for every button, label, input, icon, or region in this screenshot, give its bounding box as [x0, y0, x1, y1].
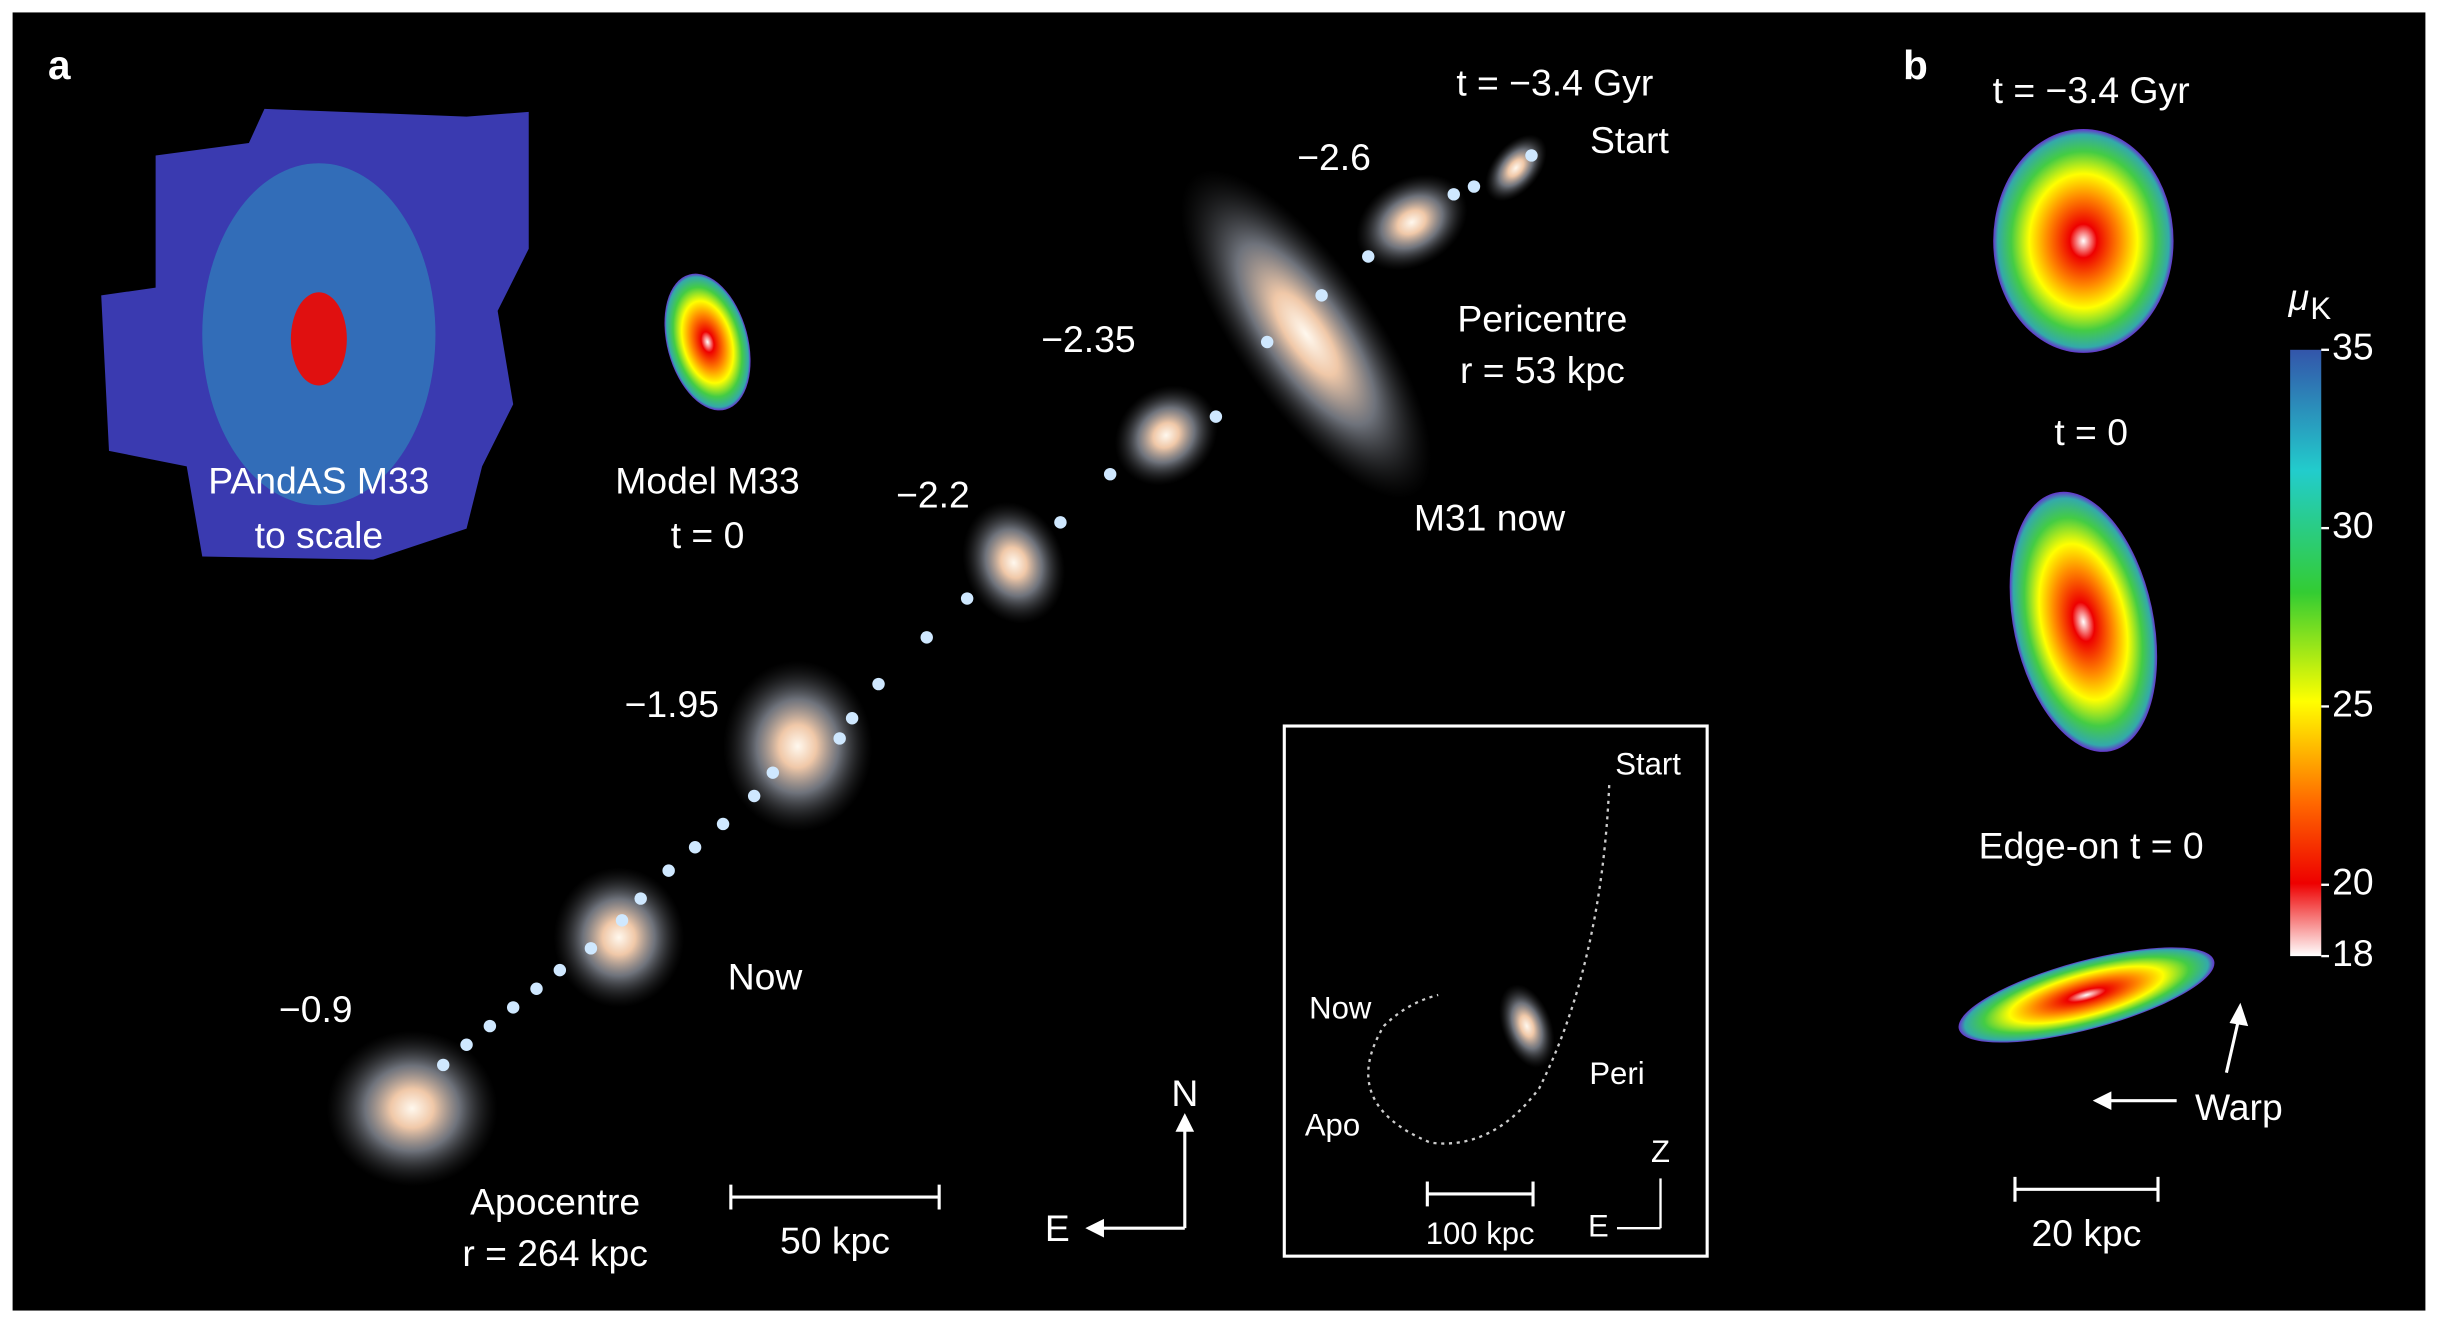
- orbit-dot: [846, 712, 858, 724]
- orbit-dot: [1448, 188, 1460, 200]
- label: 18: [2332, 932, 2374, 974]
- label: E: [1045, 1207, 1070, 1249]
- label: Apo: [1305, 1107, 1360, 1142]
- label: −0.9: [279, 988, 353, 1030]
- orbit-dot: [530, 983, 542, 995]
- orbit-dot: [1210, 410, 1222, 422]
- label: μ: [2288, 276, 2309, 318]
- label: N: [1171, 1072, 1198, 1114]
- galaxy: [723, 661, 872, 832]
- orbit-dot: [585, 942, 597, 954]
- orbit-dot: [437, 1059, 449, 1071]
- label: −1.95: [625, 683, 719, 725]
- galaxy: [554, 867, 685, 1007]
- label: 20 kpc: [2032, 1212, 2142, 1254]
- orbit-dot: [872, 678, 884, 690]
- label: Start: [1615, 747, 1681, 782]
- label: Start: [1590, 119, 1669, 161]
- page: M33 orbit figure {"panel_a": {"label": "…: [0, 0, 2438, 1323]
- orbit-dot: [616, 914, 628, 926]
- orbit-dot: [554, 964, 566, 976]
- label: t = 0: [2054, 411, 2128, 453]
- orbit-dot: [662, 864, 674, 876]
- colorbar: [2290, 350, 2321, 956]
- label: r = 53 kpc: [1460, 349, 1625, 391]
- label: −2.35: [1041, 318, 1135, 360]
- orbit-dot: [921, 631, 933, 643]
- orbit-dot: [1104, 468, 1116, 480]
- label: 20: [2332, 861, 2374, 903]
- orbit-dot: [748, 790, 760, 802]
- label: Peri: [1589, 1056, 1644, 1091]
- orbit-dot: [634, 892, 646, 904]
- orbit-dot: [507, 1001, 519, 1013]
- label: Model M33: [615, 459, 800, 501]
- orbit-dot: [1315, 289, 1327, 301]
- orbit-dot: [1525, 149, 1537, 161]
- orbit-dot: [717, 818, 729, 830]
- label: PAndAS M33: [208, 459, 429, 501]
- label: r = 264 kpc: [462, 1232, 648, 1274]
- label: −2.6: [1297, 136, 1371, 178]
- orbit-dot: [1468, 180, 1480, 192]
- label: E: [1588, 1208, 1609, 1243]
- label: t = 0: [671, 514, 745, 556]
- label: K: [2310, 291, 2331, 326]
- label: 25: [2332, 682, 2374, 724]
- label: Z: [1651, 1134, 1670, 1169]
- orbit-dot: [833, 732, 845, 744]
- pandas-core: [291, 292, 347, 385]
- label: Now: [728, 955, 804, 997]
- label: M31 now: [1414, 497, 1566, 539]
- label: a: [48, 42, 71, 88]
- orbit-dot: [767, 766, 779, 778]
- page-body: 35 30 25 20 18 μKa t = −3.4 Gyr Start −2.6 Perice…: [0, 0, 2438, 1323]
- orbit-dot: [1261, 336, 1273, 348]
- label: 30: [2332, 504, 2374, 546]
- b-start: [1993, 129, 2173, 353]
- label: 35: [2332, 326, 2374, 368]
- orbit-dot: [689, 841, 701, 853]
- orbit-dot: [1054, 516, 1066, 528]
- label: −2.2: [896, 473, 970, 515]
- figure: 35 30 25 20 18 μKa t = −3.4 Gyr Start −2.6 Perice…: [0, 0, 2438, 1323]
- orbit-dot: [484, 1020, 496, 1032]
- orbit-dot: [1362, 250, 1374, 262]
- galaxy: [327, 1031, 498, 1186]
- label: Now: [1309, 991, 1372, 1026]
- label: t = −3.4 Gyr: [1456, 61, 1653, 103]
- label: Edge-on t = 0: [1979, 825, 2204, 867]
- label: Apocentre: [470, 1181, 640, 1223]
- orbit-dot: [460, 1039, 472, 1051]
- label: Warp: [2195, 1086, 2283, 1128]
- label: t = −3.4 Gyr: [1993, 69, 2190, 111]
- orbit-dot: [961, 592, 973, 604]
- label: b: [1903, 42, 1928, 88]
- label: 50 kpc: [780, 1220, 890, 1262]
- label: 100 kpc: [1426, 1216, 1535, 1251]
- label: to scale: [255, 514, 384, 556]
- label: Pericentre: [1457, 298, 1627, 340]
